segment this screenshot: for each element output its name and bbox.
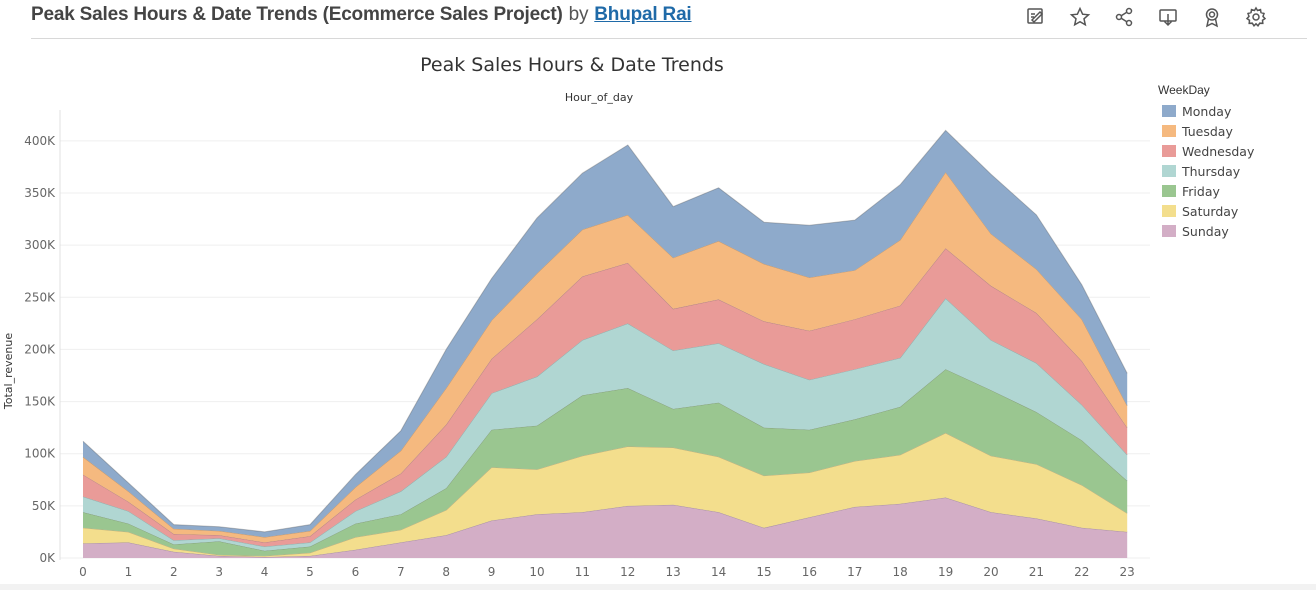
legend-label: Saturday (1182, 203, 1239, 219)
area-sunday[interactable] (83, 497, 1128, 559)
x-tick-label: 18 (893, 565, 908, 579)
legend-item-saturday[interactable]: Saturday (1158, 201, 1308, 221)
x-tick-label: 13 (666, 565, 681, 579)
legend-swatch (1162, 225, 1176, 237)
award-icon[interactable] (1201, 6, 1223, 28)
legend-swatch (1162, 165, 1176, 177)
star-icon[interactable] (1069, 6, 1091, 28)
legend-label: Wednesday (1182, 143, 1255, 159)
x-tick-label: 19 (938, 565, 953, 579)
area-friday[interactable] (83, 369, 1128, 556)
x-tick-label: 0 (79, 565, 87, 579)
area-saturday[interactable] (83, 432, 1128, 557)
area-edge-monday (82, 129, 1128, 533)
y-axis-label: Total_revenue (2, 333, 15, 410)
x-tick-label: 23 (1120, 565, 1135, 579)
stacked-area-chart[interactable]: Peak Sales Hours & Date Trends Hour_of_d… (0, 40, 1150, 590)
x-tick-label: 4 (261, 565, 269, 579)
area-thursday[interactable] (83, 298, 1128, 551)
x-tick-label: 5 (306, 565, 314, 579)
y-tick-label: 250K (24, 290, 56, 304)
y-tick-label: 100K (24, 447, 56, 461)
x-tick-label: 8 (442, 565, 450, 579)
legend-label: Sunday (1182, 223, 1229, 239)
y-axis: 0K 50K 100K 150K 200K 250K 300K 350K 400K (24, 110, 61, 565)
legend-item-friday[interactable]: Friday (1158, 181, 1308, 201)
x-tick-label: 2 (170, 565, 178, 579)
by-text: by (568, 4, 589, 25)
legend-swatch (1162, 205, 1176, 217)
x-tick-label: 20 (983, 565, 998, 579)
y-tick-label: 300K (24, 238, 56, 252)
x-tick-label: 14 (711, 565, 726, 579)
y-tick-label: 200K (24, 342, 56, 356)
x-tick-label: 9 (488, 565, 496, 579)
x-tick-label: 17 (847, 565, 862, 579)
legend-label: Tuesday (1182, 123, 1233, 139)
chart-area: Peak Sales Hours & Date Trends Hour_of_d… (0, 40, 1316, 590)
legend-label: Monday (1182, 103, 1232, 119)
legend-swatch (1162, 185, 1176, 197)
legend-label: Friday (1182, 183, 1220, 199)
y-tick-label: 0K (39, 551, 56, 565)
dashboard-header: Peak Sales Hours & Date Trends (Ecommerc… (0, 0, 1316, 38)
legend-item-sunday[interactable]: Sunday (1158, 221, 1308, 241)
legend-item-tuesday[interactable]: Tuesday (1158, 121, 1308, 141)
x-tick-label: 15 (756, 565, 771, 579)
area-wednesday[interactable] (83, 248, 1128, 547)
legend-title: WeekDay (1158, 83, 1210, 97)
x-axis: 0 1 2 3 4 5 6 7 8 9 10 11 12 13 14 15 16 17 18 19 20 21 22 23 (79, 565, 1135, 579)
x-tick-label: 1 (125, 565, 133, 579)
legend-item-monday[interactable]: Monday (1158, 101, 1308, 121)
y-tick-label: 350K (24, 186, 56, 200)
share-icon[interactable] (1113, 6, 1135, 28)
y-tick-label: 400K (24, 134, 56, 148)
area-tuesday[interactable] (83, 172, 1128, 543)
settings-icon[interactable] (1245, 6, 1267, 28)
legend-swatch (1162, 145, 1176, 157)
legend-label: Thursday (1182, 163, 1241, 179)
header-divider (31, 38, 1307, 39)
area-series-group (82, 129, 1128, 559)
legend: WeekDay Monday Tuesday Wednesday Thursday Fr… (1158, 83, 1308, 241)
x-tick-label: 16 (802, 565, 817, 579)
author-link[interactable]: Bhupal Rai (594, 4, 692, 25)
x-tick-label: 10 (529, 565, 544, 579)
x-tick-label: 3 (215, 565, 223, 579)
legend-swatch (1162, 105, 1176, 117)
x-tick-label: 7 (397, 565, 405, 579)
legend-swatch (1162, 125, 1176, 137)
y-tick-label: 50K (32, 499, 56, 513)
x-tick-label: 11 (575, 565, 590, 579)
x-tick-label: 12 (620, 565, 635, 579)
x-tick-label: 21 (1029, 565, 1044, 579)
bottom-scroll-strip (0, 584, 1316, 590)
dashboard-title: Peak Sales Hours & Date Trends (Ecommerc… (31, 4, 563, 25)
area-monday[interactable] (83, 130, 1128, 538)
dashboard-title-row: Peak Sales Hours & Date Trends (Ecommerc… (31, 4, 692, 26)
x-axis-label: Hour_of_day (565, 91, 634, 104)
download-icon[interactable] (1157, 6, 1179, 28)
x-tick-label: 6 (352, 565, 360, 579)
y-tick-label: 150K (24, 395, 56, 409)
chart-title: Peak Sales Hours & Date Trends (420, 54, 724, 76)
edit-icon[interactable] (1025, 6, 1047, 28)
legend-item-thursday[interactable]: Thursday (1158, 161, 1308, 181)
x-tick-label: 22 (1074, 565, 1089, 579)
legend-item-wednesday[interactable]: Wednesday (1158, 141, 1308, 161)
